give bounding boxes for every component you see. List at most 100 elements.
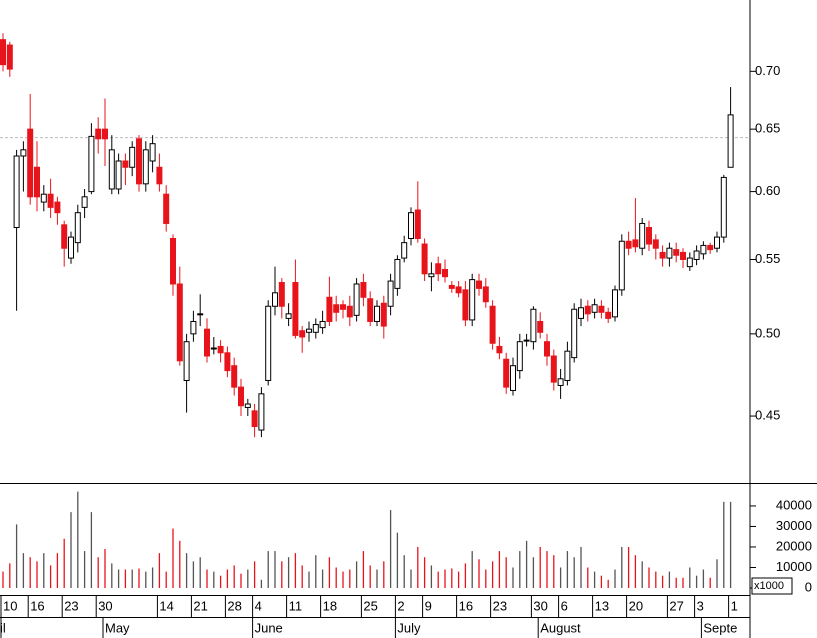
candle-body <box>312 324 319 333</box>
volume-unit-label: x1000 <box>754 580 784 592</box>
candle-body <box>360 282 367 298</box>
candle-body <box>190 320 197 335</box>
candle-body <box>686 257 693 268</box>
month-label: August <box>540 620 581 635</box>
candle-body <box>299 330 306 338</box>
candle-body <box>122 160 129 168</box>
y-tick-label: 0.45 <box>755 407 780 422</box>
candle-body <box>81 196 88 208</box>
candle-body <box>224 352 231 372</box>
candle-body <box>578 307 584 319</box>
candle-body <box>544 341 550 357</box>
candle-body <box>639 222 646 249</box>
candle-body <box>571 308 578 359</box>
candle-body <box>537 320 544 333</box>
x-tick-label: 14 <box>159 598 173 613</box>
candle-body <box>727 114 734 168</box>
candle-body <box>333 304 340 313</box>
candle-body <box>306 328 312 333</box>
unit-box <box>751 577 793 595</box>
candle-body <box>319 320 326 329</box>
candle-body <box>605 311 612 319</box>
candle-body <box>387 280 394 307</box>
candle-body <box>612 289 618 318</box>
candle-body <box>550 355 557 383</box>
candle-body <box>326 296 333 322</box>
x-tick-label: 16 <box>30 598 44 613</box>
candle-body <box>95 128 102 140</box>
candle-body <box>564 350 571 381</box>
volume-tick-label: 0 <box>805 579 812 594</box>
candle-body <box>6 44 13 70</box>
candle-body <box>618 240 625 291</box>
candle-body <box>714 236 720 249</box>
candle-body <box>442 268 448 278</box>
candle-body <box>176 283 183 362</box>
candle-body <box>591 304 598 313</box>
candle-body <box>61 224 68 249</box>
candle-body <box>380 302 387 327</box>
candle-body <box>693 250 700 260</box>
x-tick-label: 2 <box>397 598 404 613</box>
candle-body <box>707 244 714 251</box>
volume-tick-label: 20000 <box>776 538 812 553</box>
candle-body <box>523 339 530 342</box>
candle-body <box>435 263 442 275</box>
month-label: June <box>255 620 283 635</box>
candle-body <box>129 146 136 168</box>
x-tick-label: 11 <box>289 598 303 613</box>
x-tick-label: 30 <box>98 598 112 613</box>
candle-body <box>265 305 272 381</box>
volume-tick-label: 10000 <box>776 559 812 574</box>
candle-body <box>251 410 258 428</box>
candle-body <box>496 345 503 354</box>
candle-body <box>462 289 469 321</box>
candle-body <box>646 227 652 245</box>
candle-body <box>428 273 435 278</box>
x-tick-label: 16 <box>459 598 473 613</box>
candle-body <box>394 258 401 289</box>
candle-body <box>136 138 142 185</box>
candle-body <box>367 298 374 322</box>
candle-body <box>20 149 27 157</box>
x-tick-label: 10 <box>3 598 17 613</box>
candle-body <box>278 282 285 307</box>
candle-body <box>530 308 537 343</box>
candle-body <box>652 239 659 249</box>
candle-body <box>0 39 6 66</box>
candle-body <box>115 160 122 190</box>
candle-body <box>476 280 482 289</box>
candle-body <box>34 166 40 198</box>
candle-body <box>40 193 47 203</box>
x-tick-label: 13 <box>595 598 609 613</box>
candle-body <box>27 128 34 198</box>
candle-body <box>353 283 360 316</box>
y-tick-label: 0.60 <box>755 183 780 198</box>
candle-body <box>272 292 278 307</box>
candle-body <box>659 251 666 259</box>
candle-body <box>482 286 489 303</box>
candle-body <box>510 365 516 391</box>
x-tick-label: 23 <box>493 598 507 613</box>
candle-body <box>503 358 510 388</box>
candle-body <box>557 378 564 386</box>
candle-body <box>183 341 190 381</box>
x-tick-label: 23 <box>64 598 78 613</box>
x-tick-label: 21 <box>193 598 207 613</box>
x-tick-label: 3 <box>697 598 704 613</box>
candle-body <box>102 128 108 140</box>
candle-body <box>142 149 149 185</box>
candle-body <box>401 242 408 259</box>
x-tick-label: 18 <box>323 598 337 613</box>
candle-body <box>197 313 204 316</box>
candle-body <box>170 237 176 285</box>
y-tick-label: 0.55 <box>755 251 780 266</box>
candle-body <box>156 166 163 185</box>
candle-body <box>666 247 673 259</box>
candle-body <box>625 240 632 249</box>
candle-body <box>632 239 639 248</box>
candle-body <box>516 341 523 372</box>
candle-body <box>680 251 686 260</box>
candle-body <box>340 304 346 310</box>
